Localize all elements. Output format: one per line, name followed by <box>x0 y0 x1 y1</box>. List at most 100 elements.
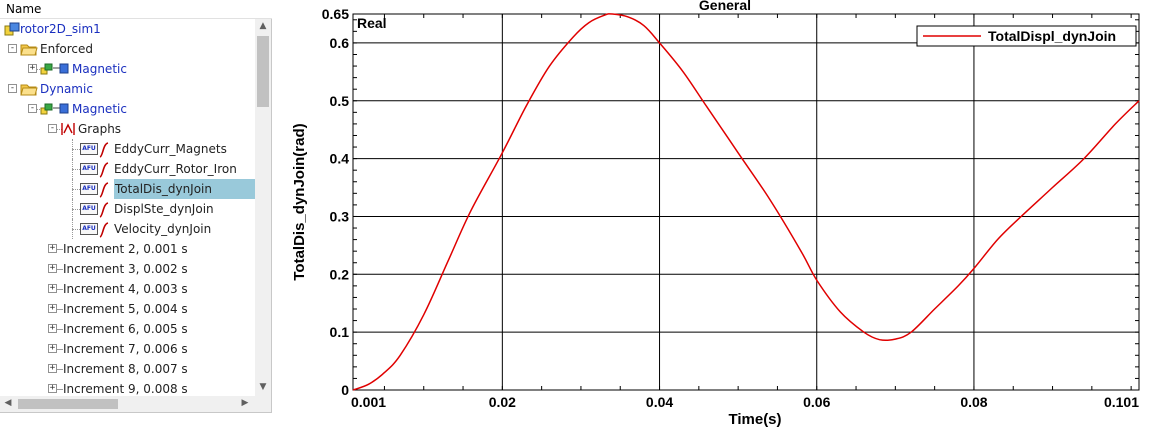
expand-icon[interactable]: + <box>48 263 57 273</box>
tree-item-label: TotalDis_dynJoin <box>114 179 255 199</box>
tree-connector <box>58 249 63 250</box>
tree-item-label: Increment 3, 0.002 s <box>63 262 188 276</box>
scroll-left-icon[interactable]: ◀ <box>4 398 12 408</box>
tree-item[interactable]: + Magnetic <box>0 59 255 79</box>
graph-window: 0.001 0.02 0.04 0.06 0.08 0.101 0 0.1 0.2 0.3 0.4 0… <box>273 0 1161 430</box>
tree-connector <box>52 289 62 290</box>
corner-label-real: Real <box>357 15 387 31</box>
tree-item-label: Graphs <box>78 122 122 136</box>
expand-icon[interactable]: + <box>48 303 57 313</box>
tree-connector <box>58 349 63 350</box>
folder-icon <box>20 82 38 102</box>
tree-item[interactable]: - Enforced <box>0 39 255 59</box>
tree-connector <box>52 129 62 130</box>
tree-item[interactable]: + Increment 6, 0.005 s <box>0 319 255 339</box>
y-tick-label: 0.65 <box>322 6 349 22</box>
tree-item[interactable]: rotor2D_sim1 <box>0 19 255 39</box>
collapse-icon[interactable]: - <box>8 83 17 93</box>
tree-item-label: Increment 9, 0.008 s <box>63 382 188 396</box>
tree-item-label: EddyCurr_Magnets <box>114 142 227 156</box>
tree-item[interactable]: - Magnetic <box>0 99 255 119</box>
tree-item-label: DisplSte_dynJoin <box>114 202 214 216</box>
y-tick-label: 0.3 <box>330 208 350 224</box>
expand-icon[interactable]: + <box>28 63 37 73</box>
y-tick-label: 0.2 <box>330 266 350 282</box>
tree-item-label: Enforced <box>40 42 94 56</box>
x-tick-label: 0.04 <box>646 394 673 410</box>
tree-item[interactable]: - Dynamic <box>0 79 255 99</box>
tree-connector <box>72 209 80 210</box>
tree-item-label: Increment 2, 0.001 s <box>63 242 188 256</box>
y-tick-label: 0.5 <box>330 93 350 109</box>
graphs-icon <box>60 122 76 142</box>
navigator-tree: rotor2D_sim1- Enforced + Magnetic - Dynamic - M… <box>0 19 255 399</box>
tree-item[interactable]: + Increment 7, 0.006 s <box>0 339 255 359</box>
tree-item-label: Dynamic <box>40 82 93 96</box>
x-tick-label: 0.101 <box>1104 394 1139 410</box>
expand-icon[interactable]: + <box>48 243 57 253</box>
x-tick-label: 0.02 <box>489 394 516 410</box>
tree-item[interactable]: + Increment 2, 0.001 s <box>0 239 255 259</box>
tree-item-label: Magnetic <box>72 62 127 76</box>
tree-connector <box>58 329 63 330</box>
horizontal-scroll-thumb[interactable] <box>18 399 118 409</box>
vertical-scroll-thumb[interactable] <box>257 36 269 107</box>
legend-entry: TotalDispl_dynJoin <box>988 28 1116 44</box>
collapse-icon[interactable]: - <box>48 123 57 133</box>
y-tick-label: 0.6 <box>330 35 350 51</box>
tree-item-label: Velocity_dynJoin <box>114 222 212 236</box>
collapse-icon[interactable]: - <box>8 43 17 53</box>
collapse-icon[interactable]: - <box>28 103 37 113</box>
expand-icon[interactable]: + <box>48 343 57 353</box>
tree-item[interactable]: + Increment 4, 0.003 s <box>0 279 255 299</box>
y-tick-label: 0 <box>341 382 349 398</box>
simulation-icon <box>4 22 20 42</box>
tree-item-label: Increment 8, 0.007 s <box>63 362 188 376</box>
scroll-right-icon[interactable]: ▶ <box>241 398 249 408</box>
tree-connector <box>52 309 62 310</box>
scrollbar-corner <box>255 396 271 412</box>
tree-item[interactable]: AFU Velocity_dynJoin <box>0 219 255 239</box>
tree-item-label: Increment 7, 0.006 s <box>63 342 188 356</box>
tree-connector <box>58 269 63 270</box>
expand-icon[interactable]: + <box>48 283 57 293</box>
tree-item-selected[interactable]: AFU TotalDis_dynJoin <box>0 179 255 199</box>
tree-connector <box>52 329 62 330</box>
tree-connector <box>52 249 62 250</box>
column-header-name[interactable]: Name <box>0 0 272 19</box>
x-tick-label: 0.001 <box>351 394 386 410</box>
tree-connector <box>58 389 63 390</box>
chart-title: General <box>699 0 751 13</box>
tree-item[interactable]: AFU EddyCurr_Magnets <box>0 139 255 159</box>
tree-connector <box>32 109 42 110</box>
expand-icon[interactable]: + <box>48 323 57 333</box>
tree-connector <box>52 349 62 350</box>
tree-item[interactable]: AFU DisplSte_dynJoin <box>0 199 255 219</box>
preview-panel-header <box>0 412 272 430</box>
tree-connector <box>52 389 62 390</box>
tree-item[interactable]: + Increment 9, 0.008 s <box>0 379 255 399</box>
tree-item-label: Increment 4, 0.003 s <box>63 282 188 296</box>
x-tick-label: 0.06 <box>803 394 830 410</box>
tree-connector <box>58 369 63 370</box>
tree-connector <box>72 189 80 190</box>
expand-icon[interactable]: + <box>48 383 57 393</box>
scroll-down-icon[interactable]: ▼ <box>259 382 267 392</box>
tree-connector <box>52 269 62 270</box>
tree-item-label: Increment 5, 0.004 s <box>63 302 188 316</box>
tree-item[interactable]: AFU EddyCurr_Rotor_Iron <box>0 159 255 179</box>
vertical-scrollbar[interactable]: ▲ ▼ <box>255 19 271 396</box>
tree-item[interactable]: + Increment 8, 0.007 s <box>0 359 255 379</box>
horizontal-scrollbar[interactable]: ◀ ▶ <box>0 396 255 412</box>
x-axis-label: Time(s) <box>728 411 781 428</box>
tree-item-label: Magnetic <box>72 102 127 116</box>
expand-icon[interactable]: + <box>48 363 57 373</box>
tree-item[interactable]: + Increment 3, 0.002 s <box>0 259 255 279</box>
tree-item[interactable]: + Increment 5, 0.004 s <box>0 299 255 319</box>
folder-icon <box>20 42 38 62</box>
scroll-up-icon[interactable]: ▲ <box>259 21 267 31</box>
tree-item-label: Increment 6, 0.005 s <box>63 322 188 336</box>
tree-connector <box>52 369 62 370</box>
tree-item[interactable]: - Graphs <box>0 119 255 139</box>
